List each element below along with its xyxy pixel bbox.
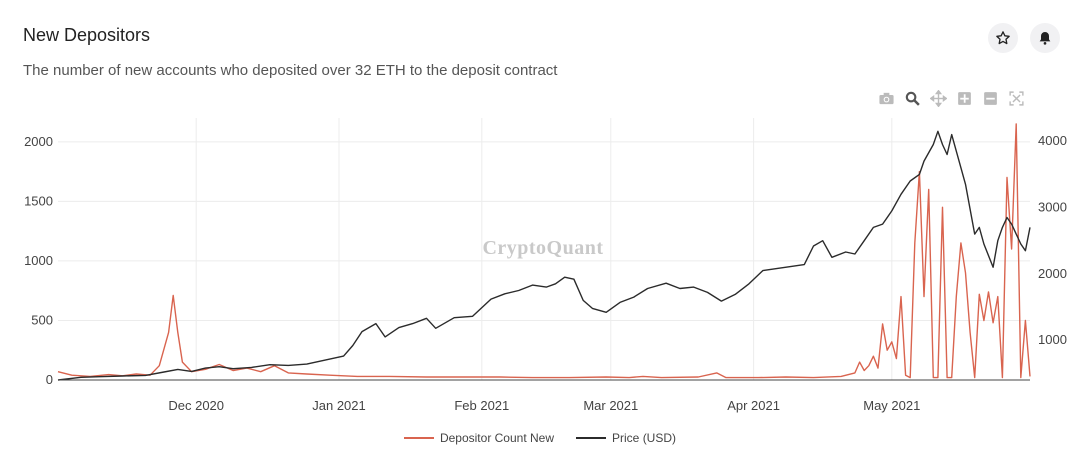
pan-icon xyxy=(929,89,947,107)
y-left-tick-label: 0 xyxy=(46,372,53,387)
zoom-out-icon xyxy=(983,91,997,105)
x-tick-label: Jan 2021 xyxy=(312,398,366,413)
legend-label-price: Price (USD) xyxy=(612,431,677,445)
y-left-tick-label: 500 xyxy=(31,312,53,327)
y-right-tick-label: 3000 xyxy=(1038,200,1067,215)
favorite-button[interactable] xyxy=(988,23,1018,53)
download-plot-button[interactable] xyxy=(876,88,896,108)
zoom-button[interactable] xyxy=(902,88,922,108)
page-subtitle: The number of new accounts who deposited… xyxy=(23,62,558,79)
y-right-tick-label: 2000 xyxy=(1038,266,1067,281)
x-tick-label: Mar 2021 xyxy=(583,398,638,413)
alert-button[interactable] xyxy=(1030,23,1060,53)
y-left-tick-label: 2000 xyxy=(24,134,53,149)
chart-axes: 0 500 1000 1500 2000 Dec 2020 Jan 2021 Feb 2021… xyxy=(24,133,1067,413)
x-tick-label: Apr 2021 xyxy=(727,398,780,413)
series-line-depositor-count xyxy=(57,123,1031,379)
zoom-out-button[interactable] xyxy=(980,88,1000,108)
zoom-icon xyxy=(905,91,920,106)
y-right-tick-label: 4000 xyxy=(1038,133,1067,148)
x-tick-label: May 2021 xyxy=(863,398,920,413)
pan-button[interactable] xyxy=(928,88,948,108)
y-left-tick-label: 1500 xyxy=(24,193,53,208)
bell-icon xyxy=(1039,32,1051,45)
series-line-price xyxy=(57,130,1031,381)
chart-grid xyxy=(58,118,1030,380)
legend-swatch-price xyxy=(576,437,607,439)
x-tick-label: Dec 2020 xyxy=(168,398,224,413)
page-title: New Depositors xyxy=(23,25,151,45)
chart-legend: Depositor Count New Price (USD) xyxy=(0,431,1080,445)
legend-item-depositor-count[interactable]: Depositor Count New xyxy=(403,431,555,445)
legend-swatch-depositor xyxy=(403,437,434,439)
autoscale-button[interactable] xyxy=(1006,88,1026,108)
legend-label-depositor: Depositor Count New xyxy=(439,431,555,445)
camera-icon xyxy=(878,92,894,104)
zoom-in-button[interactable] xyxy=(954,88,974,108)
star-icon xyxy=(996,31,1010,45)
y-right-tick-label: 1000 xyxy=(1038,332,1067,347)
legend-item-price[interactable]: Price (USD) xyxy=(576,431,676,445)
chart-series xyxy=(57,123,1031,381)
zoom-in-icon xyxy=(957,91,971,105)
chart-watermark: CryptoQuant xyxy=(482,237,603,259)
autoscale-icon xyxy=(1008,90,1024,106)
y-left-tick-label: 1000 xyxy=(24,253,53,268)
chart-modebar xyxy=(876,88,1026,108)
x-tick-label: Feb 2021 xyxy=(454,398,509,413)
